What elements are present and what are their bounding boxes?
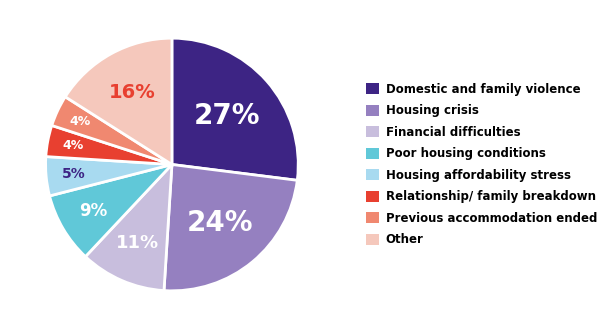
Legend: Domestic and family violence, Housing crisis, Financial difficulties, Poor housi: Domestic and family violence, Housing cr… xyxy=(361,78,602,251)
Text: 5%: 5% xyxy=(62,167,86,181)
Wedge shape xyxy=(46,125,172,164)
Text: 16%: 16% xyxy=(109,83,156,102)
Text: 9%: 9% xyxy=(79,202,107,220)
Text: 4%: 4% xyxy=(62,139,84,152)
Text: 11%: 11% xyxy=(116,234,160,252)
Wedge shape xyxy=(172,38,298,180)
Wedge shape xyxy=(164,164,297,291)
Text: 27%: 27% xyxy=(193,102,260,130)
Text: 24%: 24% xyxy=(187,209,254,237)
Wedge shape xyxy=(85,164,172,291)
Wedge shape xyxy=(65,38,172,164)
Wedge shape xyxy=(52,97,172,164)
Text: 4%: 4% xyxy=(70,115,91,128)
Wedge shape xyxy=(45,157,172,196)
Wedge shape xyxy=(50,164,172,257)
